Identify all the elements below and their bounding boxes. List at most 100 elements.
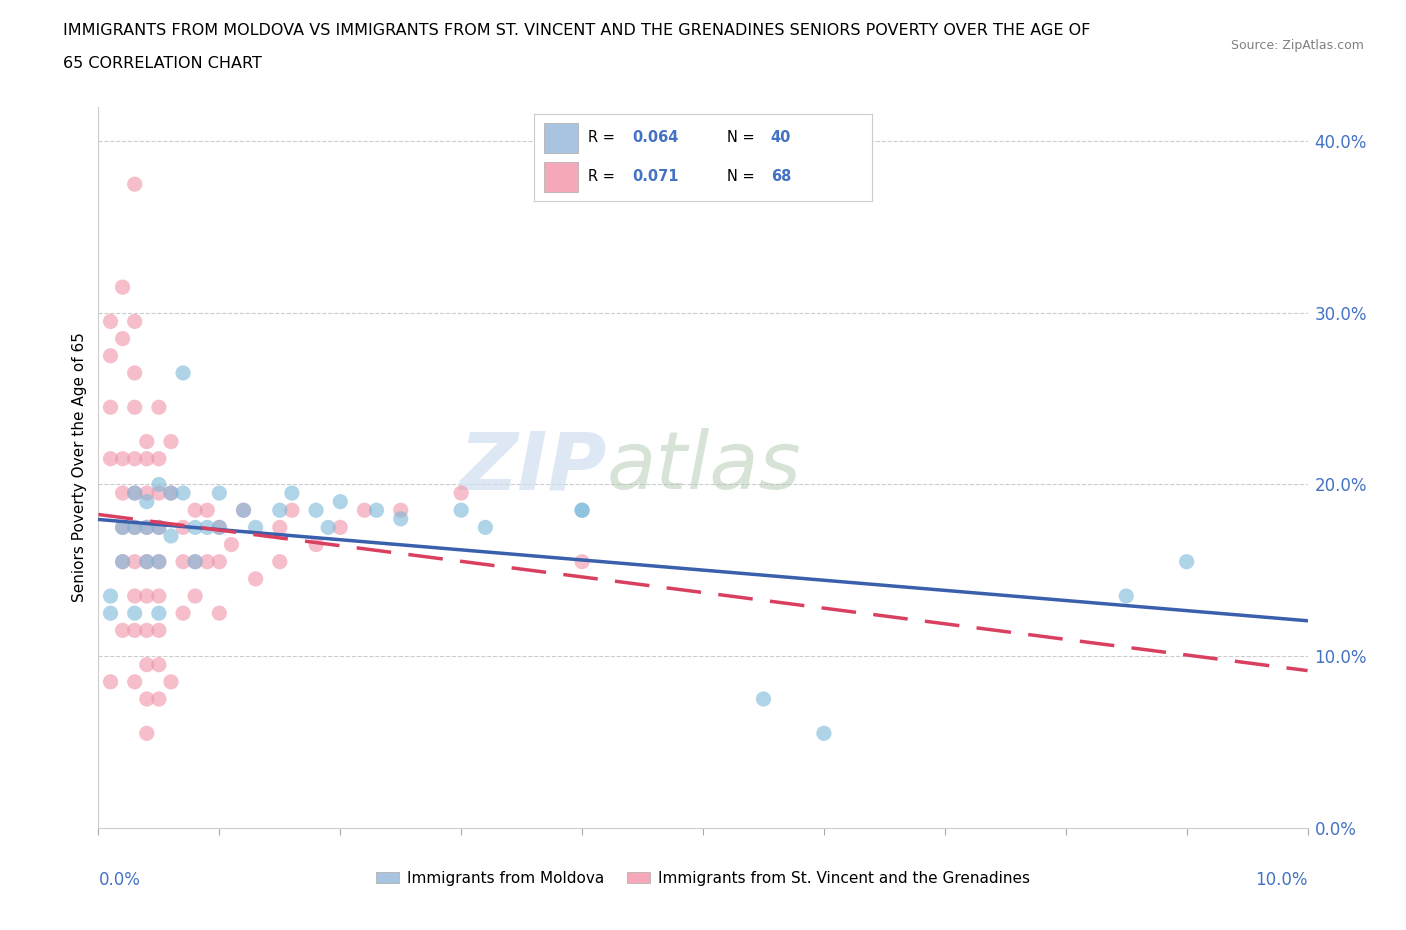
Point (135, 485, 157, 500)
Point (148, 605, 170, 620)
Point (111, 623, 134, 638)
Point (148, 477, 170, 492)
Point (232, 503, 254, 518)
Point (160, 485, 183, 500)
Point (135, 554, 157, 569)
Point (232, 503, 254, 518)
Point (160, 485, 183, 500)
Point (172, 554, 194, 569)
Point (124, 485, 146, 500)
Point (148, 451, 170, 466)
Point (135, 726, 157, 741)
Point (135, 434, 157, 449)
Text: atlas: atlas (606, 429, 801, 506)
Point (329, 520, 352, 535)
Point (184, 589, 207, 604)
Text: 0.0%: 0.0% (98, 870, 141, 889)
Point (148, 485, 170, 500)
Point (1175, 554, 1198, 569)
Point (124, 520, 146, 535)
Point (148, 658, 170, 672)
Point (184, 554, 207, 569)
Point (124, 365, 146, 380)
Point (124, 485, 146, 500)
Point (111, 520, 134, 535)
Point (184, 520, 207, 535)
Point (111, 331, 134, 346)
Point (366, 503, 388, 518)
Point (474, 520, 496, 535)
Point (135, 520, 157, 535)
Point (100, 674, 122, 689)
Y-axis label: Seniors Poverty Over the Age of 65: Seniors Poverty Over the Age of 65 (72, 332, 87, 603)
Point (148, 400, 170, 415)
Point (148, 554, 170, 569)
Point (124, 177, 146, 192)
Point (172, 520, 194, 535)
Point (135, 520, 157, 535)
Point (389, 503, 412, 518)
Point (100, 349, 122, 364)
Point (389, 512, 412, 526)
Point (208, 520, 231, 535)
Point (100, 589, 122, 604)
Point (450, 503, 472, 518)
Point (124, 451, 146, 466)
Point (195, 554, 218, 569)
Text: 10.0%: 10.0% (1256, 870, 1308, 889)
Point (208, 485, 231, 500)
Point (135, 623, 157, 638)
Point (124, 674, 146, 689)
Point (281, 485, 304, 500)
Point (172, 365, 194, 380)
Point (245, 571, 267, 586)
Point (124, 623, 146, 638)
Point (135, 451, 157, 466)
Point (100, 451, 122, 466)
Text: 65 CORRELATION CHART: 65 CORRELATION CHART (63, 56, 262, 71)
Point (353, 503, 375, 518)
Point (571, 503, 593, 518)
Point (111, 554, 134, 569)
Point (111, 554, 134, 569)
Point (316, 520, 339, 535)
Point (124, 400, 146, 415)
Text: ZIP: ZIP (458, 429, 606, 506)
Point (813, 726, 835, 741)
Legend: Immigrants from Moldova, Immigrants from St. Vincent and the Grenadines: Immigrants from Moldova, Immigrants from… (370, 865, 1036, 892)
Point (184, 503, 207, 518)
Point (148, 520, 170, 535)
Point (135, 692, 157, 707)
Point (221, 538, 243, 552)
Point (184, 554, 207, 569)
Point (100, 314, 122, 329)
Point (160, 674, 183, 689)
Point (1115, 589, 1137, 604)
Point (111, 451, 134, 466)
Point (148, 589, 170, 604)
Point (160, 434, 183, 449)
Point (208, 605, 231, 620)
Point (124, 520, 146, 535)
Point (100, 605, 122, 620)
Point (111, 520, 134, 535)
Point (269, 554, 291, 569)
Point (124, 314, 146, 329)
Point (245, 520, 267, 535)
Point (208, 520, 231, 535)
Point (329, 494, 352, 509)
Point (305, 538, 328, 552)
Point (111, 280, 134, 295)
Point (111, 485, 134, 500)
Point (172, 605, 194, 620)
Point (135, 494, 157, 509)
Point (752, 692, 775, 707)
Point (172, 485, 194, 500)
Point (148, 623, 170, 638)
Point (571, 554, 593, 569)
Point (148, 692, 170, 707)
Text: Source: ZipAtlas.com: Source: ZipAtlas.com (1230, 39, 1364, 52)
Point (208, 554, 231, 569)
Point (124, 589, 146, 604)
Point (124, 554, 146, 569)
